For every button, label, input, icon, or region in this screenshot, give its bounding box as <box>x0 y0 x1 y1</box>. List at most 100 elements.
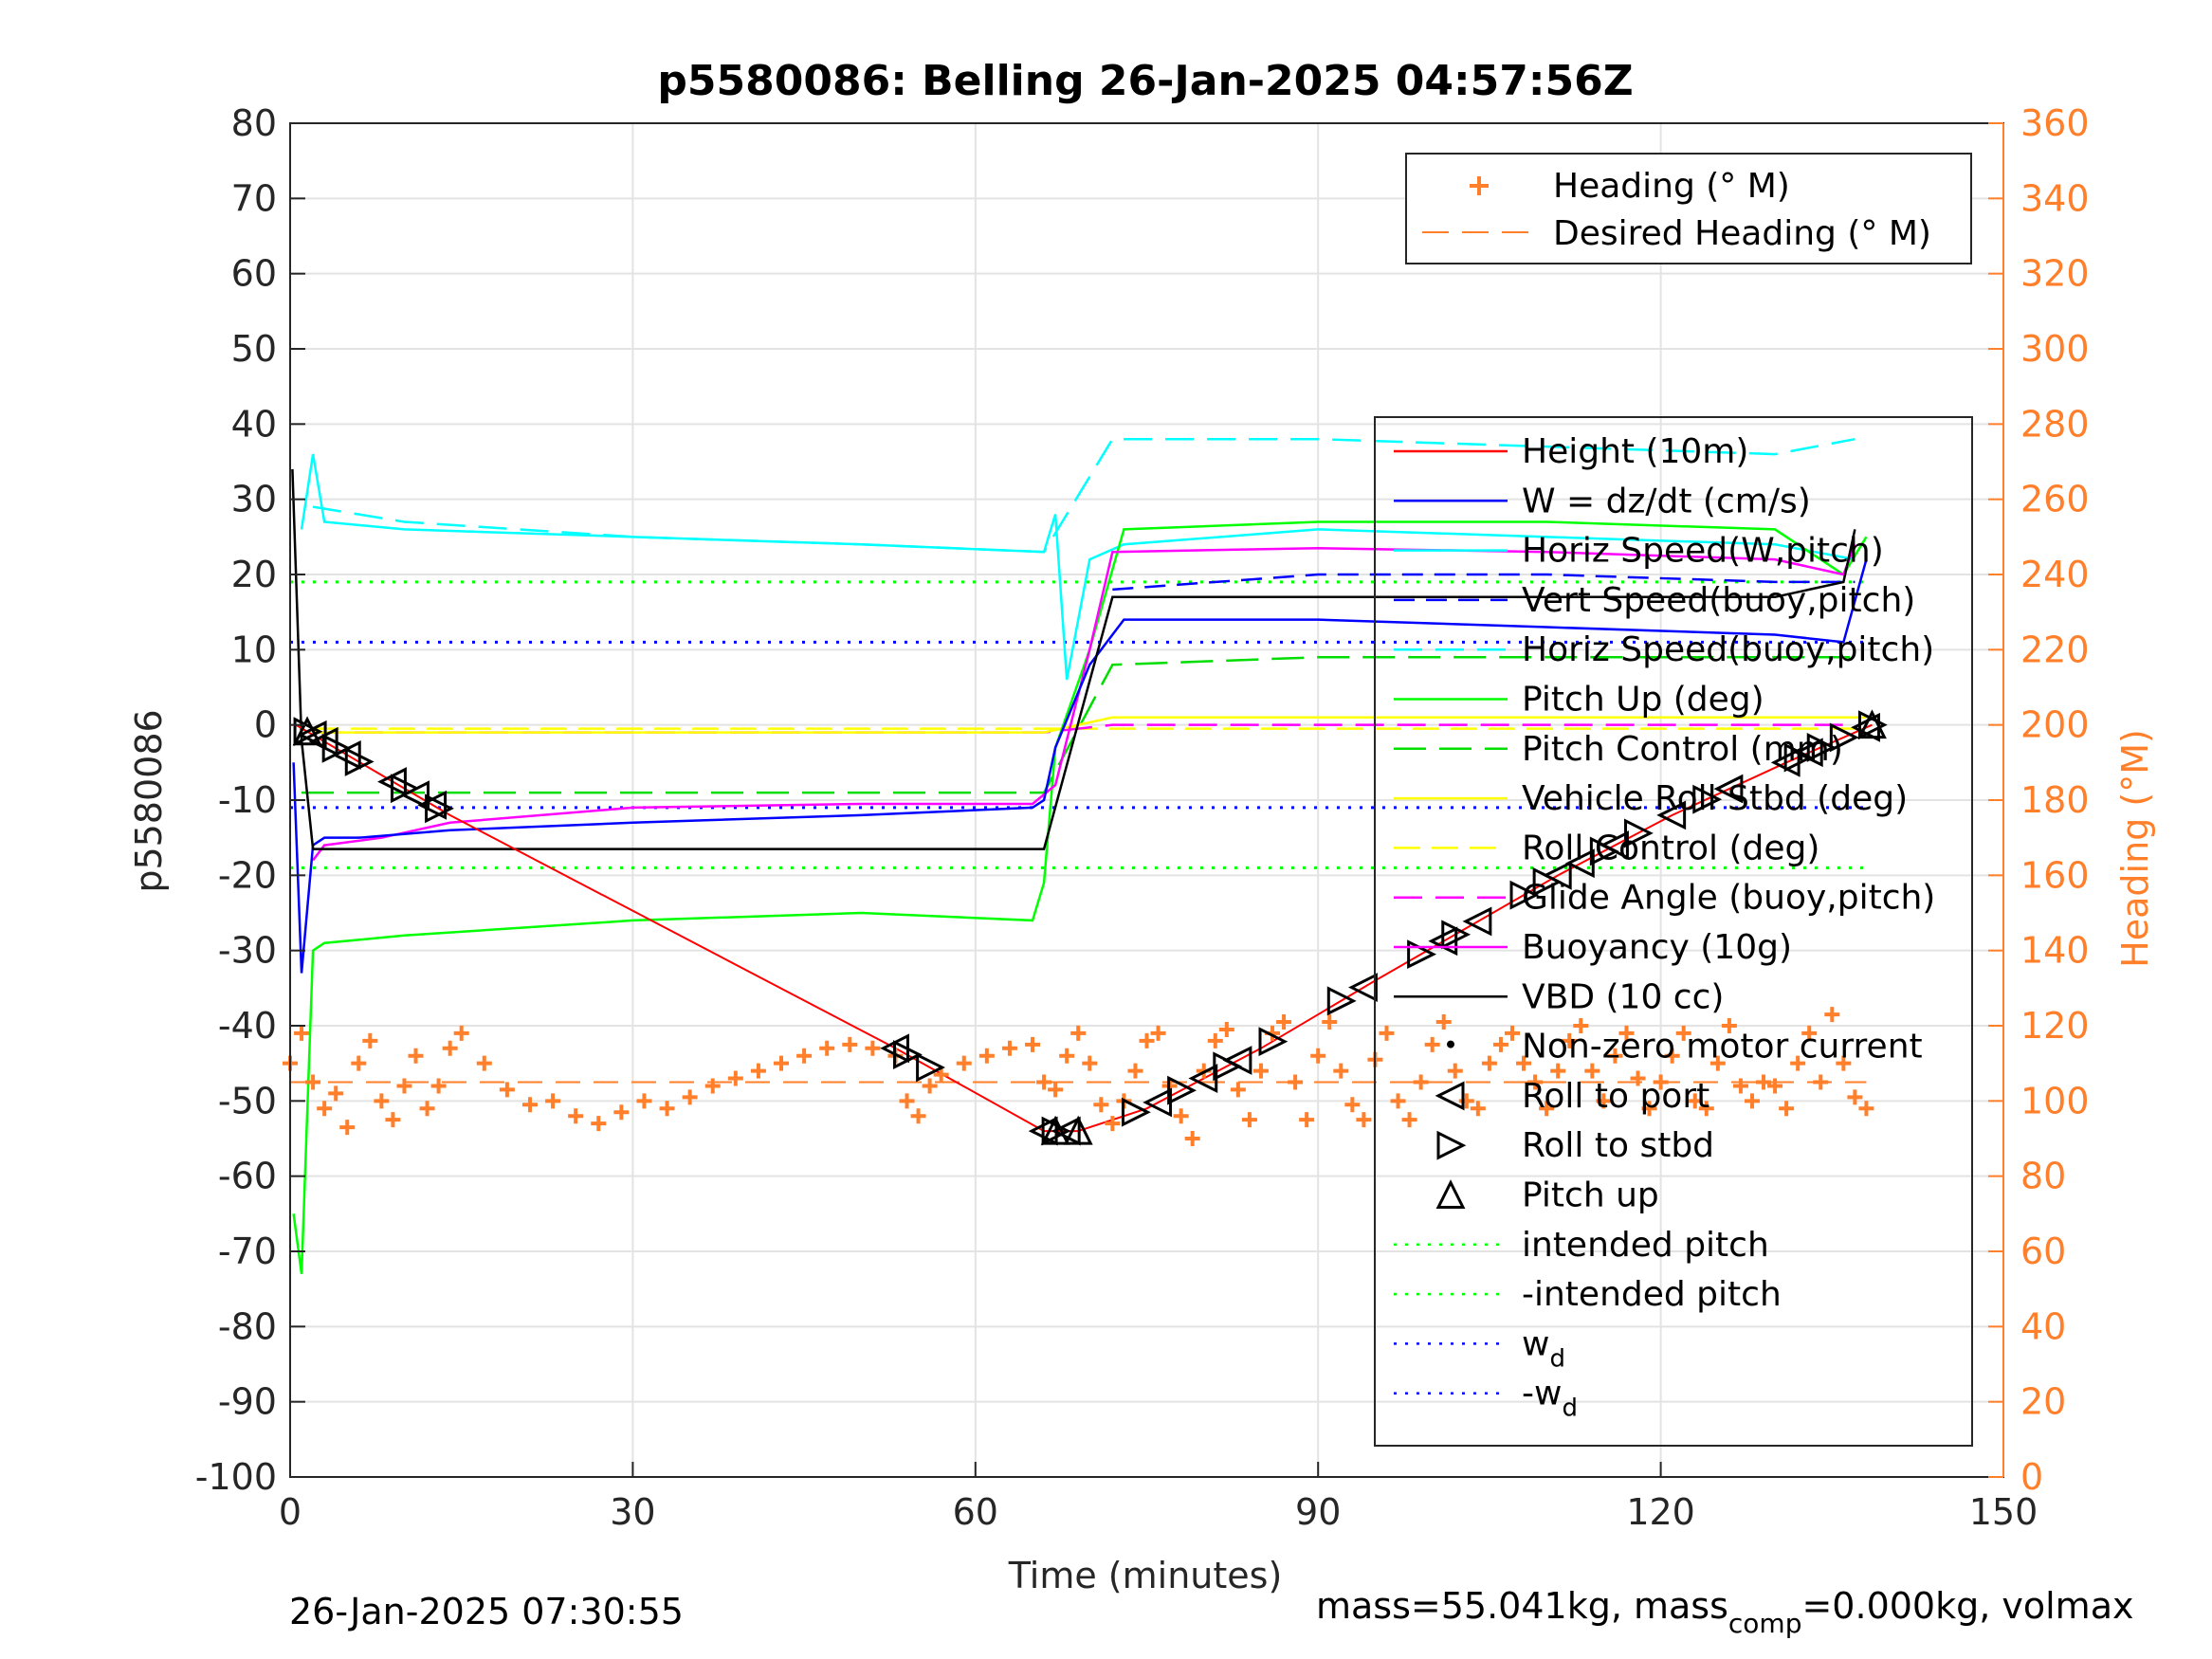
roll-to-stbd-marker <box>425 793 454 824</box>
heading-point <box>568 1108 584 1124</box>
roll-to-stbd-marker <box>321 733 352 763</box>
legend-heading-marker <box>1470 176 1489 195</box>
y-tick-label-left: 0 <box>254 704 277 746</box>
y-tick-label-right: 340 <box>2020 177 2090 219</box>
heading-point <box>1230 1082 1246 1098</box>
heading-point <box>1481 1055 1497 1071</box>
y-tick-label-right: 100 <box>2020 1080 2090 1121</box>
heading-point <box>819 1040 835 1056</box>
heading-point <box>305 1074 321 1090</box>
heading-point <box>978 1048 995 1064</box>
series-vert-speed-buoy-pitch <box>1112 573 1856 592</box>
legend-entry: Buoyancy (10g) <box>1522 928 1792 967</box>
pitch-up-marker <box>1857 709 1887 739</box>
heading-point <box>750 1063 766 1079</box>
y-tick-label-left: -20 <box>218 854 277 896</box>
roll-to-port-marker <box>1348 973 1378 1002</box>
heading-point <box>956 1055 972 1071</box>
heading-point <box>591 1116 607 1132</box>
heading-point <box>1322 1014 1338 1030</box>
heading-point <box>1001 1040 1017 1056</box>
heading-point <box>442 1040 458 1056</box>
series-horiz-speed-buoy-pitch <box>312 437 1856 554</box>
heading-point <box>1435 1014 1452 1030</box>
roll-to-stbd-marker <box>390 774 420 804</box>
heading-point <box>1664 1048 1680 1064</box>
series-pitch-control-mm <box>302 656 1856 794</box>
heading-point <box>499 1082 515 1098</box>
footer-mass-suffix: =0.000kg, volmax <box>1801 1585 2134 1627</box>
roll-to-stbd-marker <box>1692 784 1723 814</box>
heading-point <box>933 1066 949 1083</box>
x-tick-label: 120 <box>1626 1491 1695 1533</box>
event-markers <box>292 709 1888 1146</box>
legend-entry: Glide Angle (buoy,pitch) <box>1522 879 1935 918</box>
x-axis-label: Time (minutes) <box>1008 1555 1283 1596</box>
pitch-up-marker <box>1040 1115 1070 1145</box>
roll-to-stbd-marker <box>293 717 323 747</box>
heading-point <box>1139 1032 1155 1048</box>
roll-to-stbd-marker <box>1783 742 1814 773</box>
y-tick-label-right: 360 <box>2020 102 2090 144</box>
heading-point <box>1732 1078 1748 1094</box>
heading-point <box>1048 1082 1064 1098</box>
chart-title: p5580086: Belling 26-Jan-2025 04:57:56Z <box>657 57 1633 105</box>
heading-point <box>1562 1032 1578 1048</box>
heading-point <box>1036 1074 1052 1090</box>
y-axis-label-right: Heading (°M) <box>2114 729 2156 968</box>
heading-point <box>1105 1116 1121 1132</box>
legend-marker-roll-to-port <box>1435 1081 1465 1111</box>
roll-to-port-marker <box>1656 800 1687 830</box>
heading-point <box>1539 1101 1555 1117</box>
heading-point <box>1310 1048 1326 1064</box>
heading-point <box>1447 1063 1463 1079</box>
heading-point <box>396 1078 412 1094</box>
roll-to-port-marker <box>1713 774 1744 804</box>
roll-to-stbd-marker <box>1509 880 1540 910</box>
heading-point <box>1424 1036 1440 1052</box>
heading-point <box>419 1101 435 1117</box>
y-tick-label-right: 240 <box>2020 554 2090 595</box>
series-vbd-10-cc <box>291 468 1856 850</box>
heading-point <box>704 1078 721 1094</box>
heading-point <box>1618 1025 1635 1041</box>
roll-to-stbd-marker <box>1532 866 1563 897</box>
heading-point <box>1252 1063 1269 1079</box>
legend-marker-dot <box>1447 1040 1454 1048</box>
heading-point <box>1218 1021 1234 1037</box>
legend-entry: Pitch Control (mm) <box>1522 730 1843 769</box>
heading-point <box>1527 1074 1544 1090</box>
roll-to-stbd-marker <box>1213 1051 1243 1082</box>
legend-marker-pitch-up <box>1435 1179 1466 1209</box>
heading-point <box>1813 1074 1829 1090</box>
y-tick-label-left: 60 <box>231 253 277 295</box>
y-tick-label-right: 120 <box>2020 1005 2090 1047</box>
heading-point <box>1641 1101 1657 1117</box>
y-tick-label-right: 0 <box>2020 1456 2043 1498</box>
heading-point <box>1596 1093 1612 1109</box>
heading-point <box>1779 1101 1795 1117</box>
heading-point <box>1333 1063 1349 1079</box>
heading-point <box>339 1120 356 1136</box>
heading-point <box>1173 1108 1189 1124</box>
heading-point <box>1413 1074 1429 1090</box>
plot-area <box>283 437 1888 1274</box>
roll-to-stbd-marker <box>916 1052 945 1083</box>
heading-point <box>1744 1093 1760 1109</box>
heading-point <box>1241 1112 1257 1128</box>
heading-point <box>774 1055 790 1071</box>
heading-point <box>1709 1055 1726 1071</box>
pitch-up-marker <box>292 716 322 746</box>
y-tick-label-left: -30 <box>218 930 277 972</box>
legend-entry: Vert Speed(buoy,pitch) <box>1522 581 1915 620</box>
y-tick-label-left: -50 <box>218 1080 277 1121</box>
heading-point <box>1184 1131 1200 1146</box>
legend-entry: W = dz/dt (cm/s) <box>1522 482 1811 520</box>
heading-point <box>374 1093 390 1109</box>
series-buoyancy-10g <box>312 543 1856 862</box>
heading-point <box>1801 1025 1818 1041</box>
y-tick-label-right: 200 <box>2020 704 2090 746</box>
heading-point <box>1584 1063 1600 1079</box>
roll-to-stbd-marker <box>1441 920 1472 950</box>
